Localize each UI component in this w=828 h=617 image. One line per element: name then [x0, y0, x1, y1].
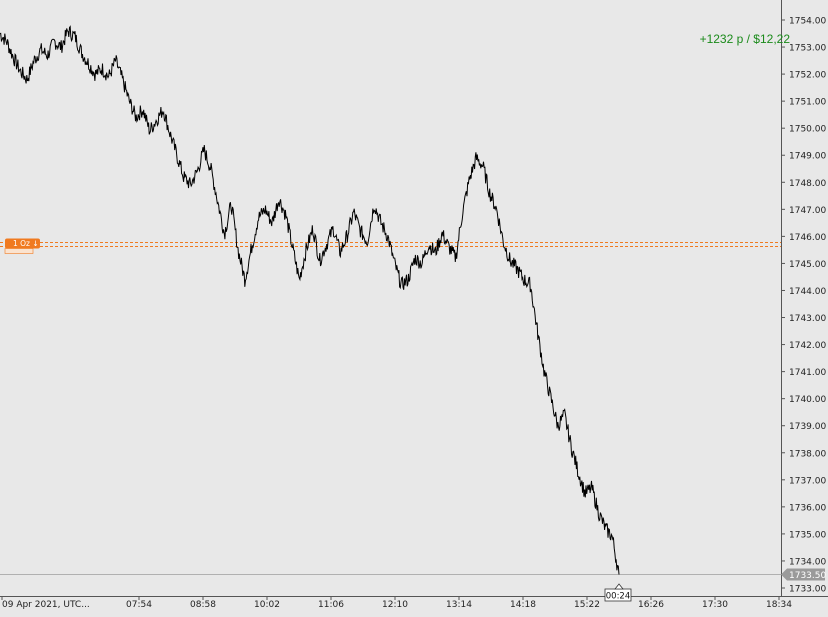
y-tick-label: 1735.00	[789, 530, 826, 540]
y-tick-label: 1749.00	[789, 152, 826, 162]
pnl-readout: +1232 p / $12,22	[650, 32, 790, 46]
y-tick-label: 1750.00	[789, 125, 826, 135]
y-tick-label: 1738.00	[789, 449, 826, 459]
current-price-label: 1733.50	[789, 571, 826, 581]
order-tag[interactable]	[5, 238, 40, 249]
y-tick-label: 1737.00	[789, 476, 826, 486]
y-tick-label: 1746.00	[789, 233, 826, 243]
x-tick-label: 15:22	[574, 600, 600, 610]
x-tick-label: 09 Apr 2021, UTC...	[2, 600, 90, 610]
y-tick-label: 1748.00	[789, 179, 826, 189]
x-tick-label: 13:14	[446, 600, 472, 610]
y-tick-label: 1742.00	[789, 341, 826, 351]
x-tick-label: 18:34	[766, 600, 792, 610]
y-tick-label: 1740.00	[789, 395, 826, 405]
y-tick-label: 1752.00	[789, 71, 826, 81]
x-tick-label: 17:30	[702, 600, 728, 610]
order-tag-sub	[4, 248, 34, 254]
y-tick-label: 1739.00	[789, 422, 826, 432]
y-tick-label: 1744.00	[789, 287, 826, 297]
x-tick-label: 10:02	[254, 600, 280, 610]
x-tick-label: 11:06	[318, 600, 344, 610]
x-tick-label: 16:26	[638, 600, 664, 610]
current-time-label: 00:24	[606, 592, 631, 602]
y-tick-label: 1745.00	[789, 260, 826, 270]
y-tick-label: 1736.00	[789, 503, 826, 513]
plot-area	[0, 0, 781, 596]
y-tick-label: 1754.00	[789, 17, 826, 27]
x-tick-label: 12:10	[382, 600, 408, 610]
pnl-points: +1232 p /	[699, 32, 750, 46]
y-tick-label: 1753.00	[789, 44, 826, 54]
pnl-money: $12,22	[753, 32, 790, 46]
y-tick-label: 1743.00	[789, 314, 826, 324]
current-time-pointer	[614, 583, 624, 590]
order-label: 1 Oz ↓	[13, 239, 39, 248]
x-tick-label: 07:54	[126, 600, 152, 610]
price-series-line	[0, 25, 620, 575]
y-tick-label: 1734.00	[789, 557, 826, 567]
y-tick-label: 1751.00	[789, 98, 826, 108]
y-tick-label: 1741.00	[789, 368, 826, 378]
y-tick-label: 1733.00	[789, 585, 826, 595]
y-tick-label: 1747.00	[789, 206, 826, 216]
x-tick-label: 08:58	[190, 600, 216, 610]
x-tick-label: 14:18	[510, 600, 536, 610]
current-price-badge	[781, 568, 825, 581]
